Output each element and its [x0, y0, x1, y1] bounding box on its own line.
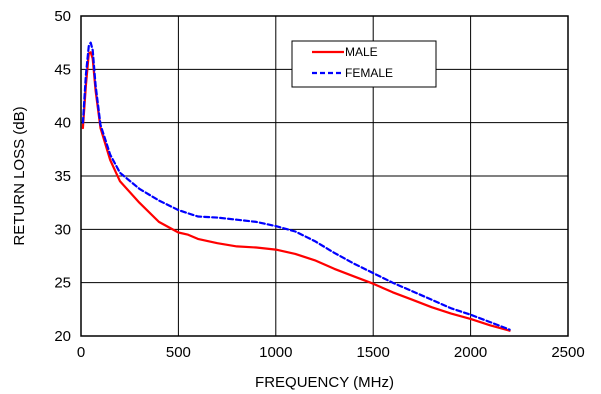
x-tick-label: 1000 — [259, 344, 292, 361]
legend-label-female: FEMALE — [345, 66, 393, 80]
y-tick-label: 50 — [54, 8, 71, 25]
x-axis-label: FREQUENCY (MHz) — [255, 374, 394, 391]
y-tick-label: 25 — [54, 275, 71, 292]
y-tick-label: 45 — [54, 61, 71, 78]
legend: MALE FEMALE — [291, 40, 437, 88]
y-tick-label: 40 — [54, 115, 71, 132]
y-tick-label: 20 — [54, 328, 71, 345]
x-tick-label: 2500 — [551, 344, 584, 361]
series-line-male — [81, 51, 511, 332]
series-layer — [81, 41, 511, 332]
x-tick-label: 500 — [166, 344, 191, 361]
y-tick-label: 30 — [54, 221, 71, 238]
legend-label-male: MALE — [345, 45, 378, 59]
x-tick-label: 1500 — [357, 344, 390, 361]
y-axis-label: RETURN LOSS (dB) — [11, 106, 28, 245]
y-tick-label: 35 — [54, 168, 71, 185]
x-tick-label: 2000 — [454, 344, 487, 361]
series-line-female — [81, 41, 511, 331]
plot-frame — [80, 15, 569, 337]
x-tick-label: 0 — [77, 344, 85, 361]
legend-box — [291, 40, 437, 88]
tick-layer: 0 500 1000 1500 2000 2500 20 25 30 35 40 45 50 — [54, 8, 584, 361]
